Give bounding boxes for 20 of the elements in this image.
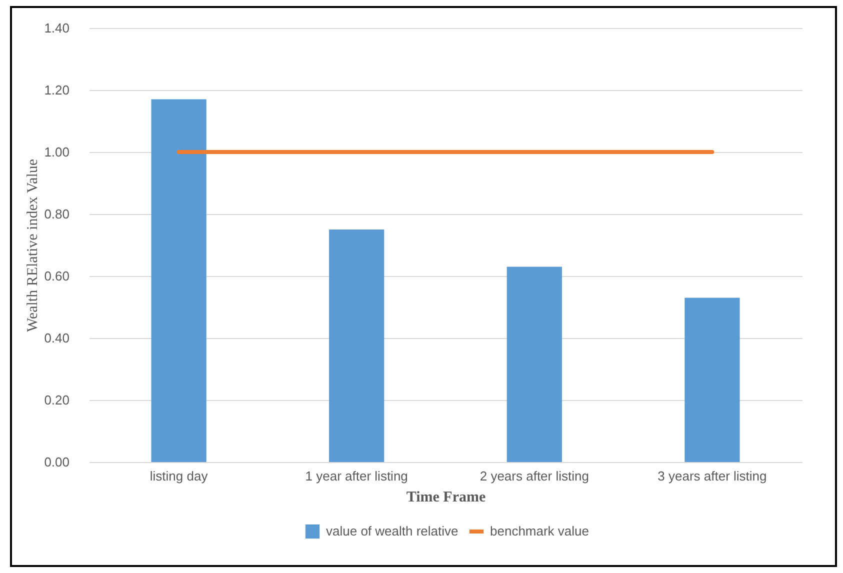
legend-label: value of wealth relative	[326, 524, 458, 538]
x-tick-label: 1 year after listing	[305, 468, 408, 484]
y-tick-label: 0.40	[44, 330, 70, 346]
y-tick-label: 0.00	[44, 454, 70, 470]
y-tick-label: 0.80	[44, 206, 70, 222]
y-tick-label: 1.20	[44, 82, 70, 98]
y-tick-label: 0.60	[44, 268, 70, 284]
legend-label: benchmark value	[490, 524, 589, 538]
y-tick-label: 1.00	[44, 144, 70, 160]
bar	[684, 298, 740, 462]
x-axis-title: Time Frame	[406, 490, 486, 506]
y-tick-label: 0.20	[44, 392, 70, 408]
y-axis-title: Wealth RElative index Value	[25, 158, 42, 332]
bar	[151, 99, 206, 462]
y-tick-label: 1.40	[44, 20, 70, 36]
x-tick-label: 2 years after listing	[480, 468, 589, 484]
bar	[506, 266, 562, 462]
x-tick-label: 3 years after listing	[658, 468, 767, 484]
x-tick-label: listing day	[150, 468, 208, 484]
bar	[329, 230, 384, 462]
